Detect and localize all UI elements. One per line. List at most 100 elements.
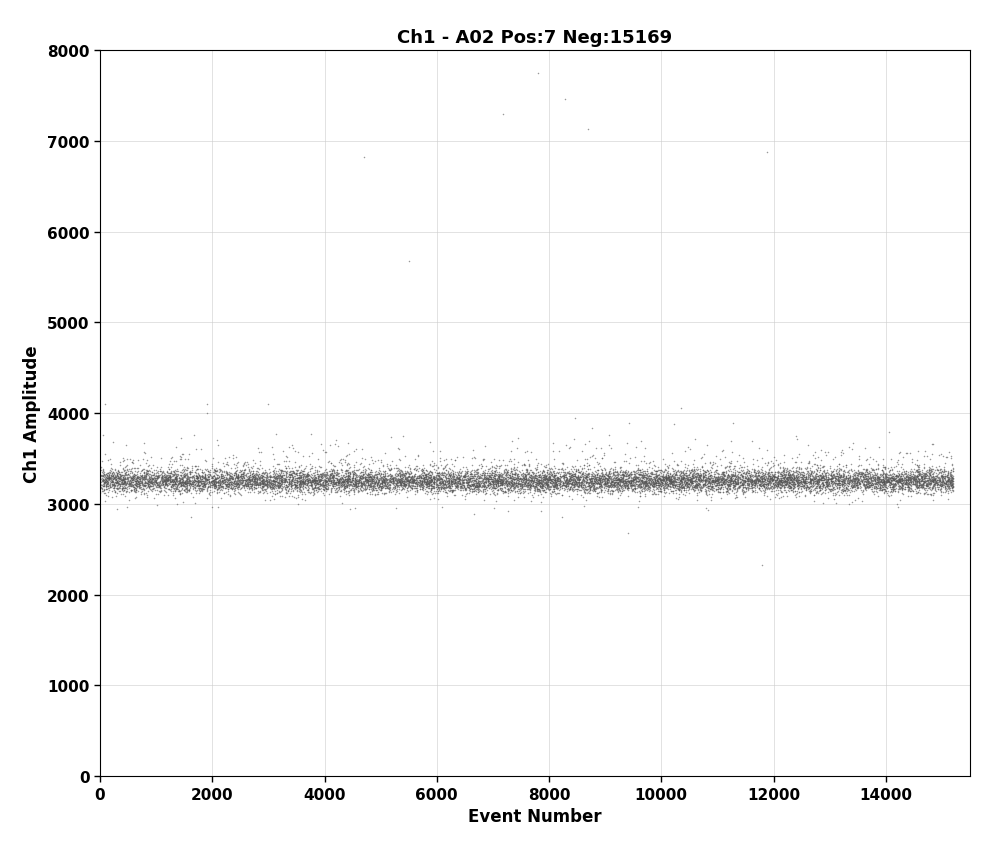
Point <box>539 479 555 492</box>
Point <box>503 475 519 489</box>
Point <box>857 480 873 494</box>
Point <box>338 464 354 478</box>
Point <box>201 479 217 493</box>
Point <box>122 467 138 480</box>
Point <box>218 482 234 496</box>
Point <box>709 471 725 485</box>
Point <box>537 470 553 484</box>
Point <box>125 473 141 486</box>
Point <box>481 477 497 490</box>
Point <box>913 473 929 487</box>
Point <box>101 468 117 482</box>
Point <box>841 478 857 491</box>
Point <box>872 478 888 491</box>
Point <box>813 471 829 485</box>
Point <box>134 483 150 496</box>
Point <box>433 472 449 485</box>
Point <box>125 476 141 490</box>
Point <box>602 467 618 481</box>
Point <box>681 473 697 487</box>
Point <box>395 482 411 496</box>
Point <box>435 470 451 484</box>
Point <box>810 474 826 488</box>
Point <box>319 471 335 485</box>
Point <box>368 484 384 497</box>
Point <box>404 475 420 489</box>
Point <box>355 467 371 481</box>
Point <box>218 466 234 479</box>
Point <box>363 450 379 464</box>
Point <box>578 469 594 483</box>
Point <box>456 479 472 492</box>
Point <box>160 473 176 487</box>
Point <box>506 473 522 486</box>
Point <box>488 479 504 492</box>
Point <box>437 477 453 490</box>
Point <box>730 474 746 488</box>
Point <box>217 478 233 491</box>
Point <box>694 475 710 489</box>
Point <box>283 480 299 494</box>
Point <box>234 473 250 487</box>
Point <box>458 466 474 479</box>
Point <box>133 482 149 496</box>
Point <box>565 470 581 484</box>
Point <box>781 471 797 485</box>
Point <box>778 471 794 485</box>
Point <box>888 477 904 490</box>
Point <box>227 478 243 491</box>
Point <box>497 485 513 498</box>
Point <box>914 471 930 485</box>
Point <box>383 469 399 483</box>
Point <box>703 475 719 489</box>
Point <box>593 484 609 497</box>
Point <box>252 459 268 473</box>
Point <box>855 479 871 492</box>
Point <box>522 479 538 493</box>
Point <box>448 473 464 486</box>
Point <box>843 464 859 478</box>
Point <box>774 473 790 487</box>
Point <box>726 479 742 492</box>
Point <box>602 462 618 476</box>
Point <box>827 476 843 490</box>
Point <box>397 478 413 491</box>
Point <box>603 478 619 491</box>
Point <box>314 472 330 485</box>
Point <box>641 475 657 489</box>
Point <box>339 464 355 478</box>
Point <box>596 470 612 484</box>
Point <box>255 474 271 488</box>
Point <box>879 473 895 486</box>
Point <box>863 476 879 490</box>
Point <box>186 473 202 487</box>
Point <box>536 477 552 490</box>
Point <box>367 476 383 490</box>
Point <box>652 479 668 493</box>
Point <box>723 465 739 479</box>
Point <box>502 475 518 489</box>
Point <box>740 479 756 492</box>
Point <box>687 474 703 488</box>
Point <box>786 471 802 485</box>
Point <box>735 467 751 480</box>
Point <box>404 471 420 485</box>
Point <box>804 465 820 479</box>
Point <box>823 472 839 485</box>
Point <box>308 475 324 489</box>
Point <box>625 473 641 486</box>
Point <box>409 484 425 497</box>
Point <box>281 476 297 490</box>
Point <box>378 476 394 490</box>
Point <box>190 476 206 490</box>
Point <box>762 469 778 483</box>
Point <box>747 477 763 490</box>
Point <box>813 474 829 488</box>
Point <box>191 474 207 488</box>
Point <box>138 469 154 483</box>
Point <box>495 474 511 488</box>
Point <box>317 469 333 483</box>
Point <box>591 479 607 493</box>
Point <box>447 479 463 493</box>
Point <box>500 483 516 496</box>
